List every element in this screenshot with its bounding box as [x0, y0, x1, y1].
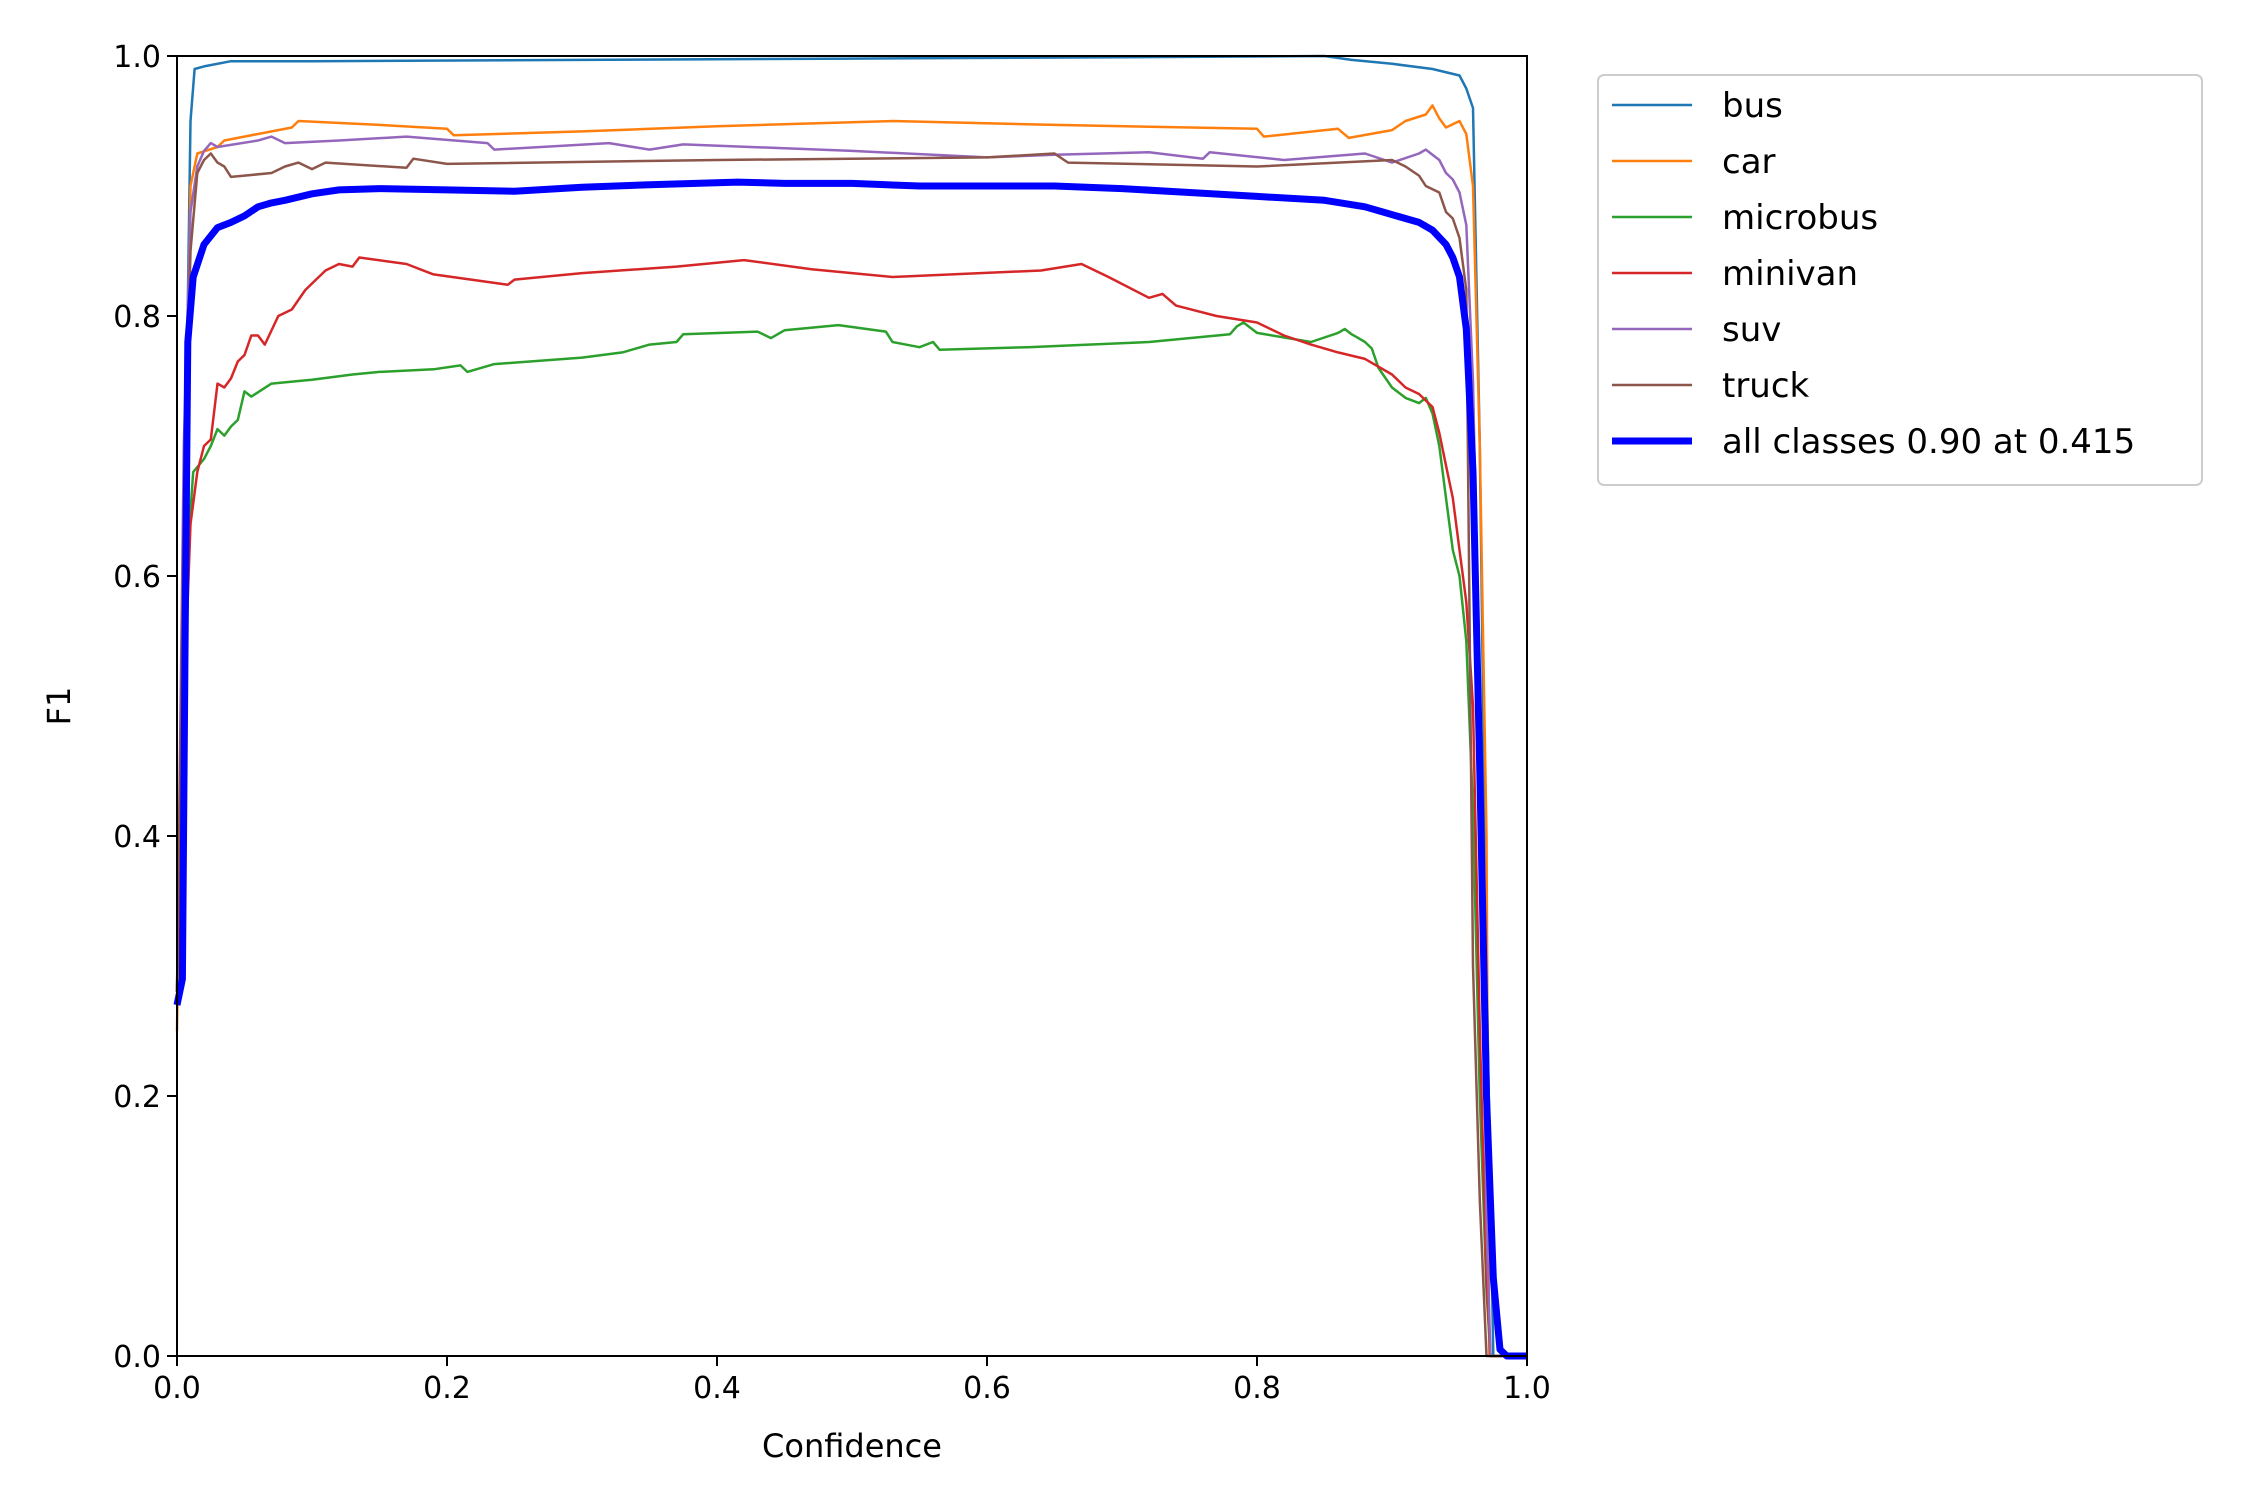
- legend-entry-label: suv: [1722, 310, 1781, 350]
- series-line-microbus: [175, 321, 1527, 1358]
- x-tick-label: 0.4: [693, 1371, 741, 1406]
- series-line-car: [175, 104, 1527, 1358]
- y-tick-label: 0.4: [113, 820, 161, 855]
- legend: bus car microbus minivan suv truck all classes…: [1597, 74, 2203, 486]
- series-line-all: [173, 178, 1527, 1360]
- y-tick-label: 0.0: [113, 1340, 161, 1375]
- series-line-minivan: [175, 256, 1527, 1358]
- legend-entry-label: minivan: [1722, 254, 1858, 294]
- legend-entry-label: car: [1722, 142, 1776, 182]
- y-tick-label: 0.6: [113, 560, 161, 595]
- series-line-truck: [175, 152, 1527, 1358]
- legend-entry-label: all classes 0.90 at 0.415: [1722, 422, 2135, 462]
- x-tick-label: 0.2: [423, 1371, 471, 1406]
- x-axis-ticks: 0.0 0.2 0.4 0.6 0.8 1.0: [153, 1356, 1551, 1406]
- x-tick-label: 0.8: [1233, 1371, 1281, 1406]
- y-axis-label: F1: [40, 687, 78, 726]
- series-layer: [173, 54, 1527, 1360]
- y-tick-label: 0.8: [113, 300, 161, 335]
- y-axis-ticks: 0.0 0.2 0.4 0.6 0.8 1.0: [113, 40, 177, 1375]
- legend-entry-label: truck: [1722, 366, 1810, 406]
- legend-entry-label: microbus: [1722, 198, 1878, 238]
- x-tick-label: 0.0: [153, 1371, 201, 1406]
- legend-entry-label: bus: [1722, 86, 1783, 126]
- y-tick-label: 0.2: [113, 1080, 161, 1115]
- y-tick-label: 1.0: [113, 40, 161, 75]
- x-tick-label: 1.0: [1503, 1371, 1551, 1406]
- x-axis-label: Confidence: [762, 1427, 942, 1465]
- plot-frame: [176, 55, 1528, 1357]
- x-tick-label: 0.6: [963, 1371, 1011, 1406]
- legend-box: [1597, 74, 2203, 486]
